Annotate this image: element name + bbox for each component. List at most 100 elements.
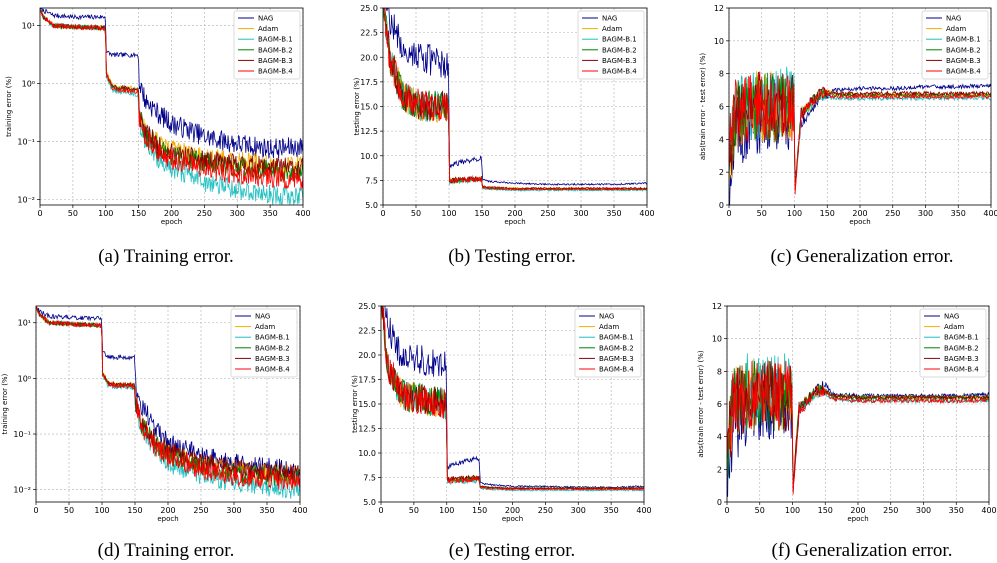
legend-box bbox=[919, 308, 987, 378]
y-tick-label: 8 bbox=[717, 367, 722, 376]
x-tick-label: 50 bbox=[64, 506, 74, 515]
legend-label: Adam bbox=[946, 25, 966, 33]
y-tick-label: 20.0 bbox=[360, 53, 378, 62]
y-tick-label: 10¹ bbox=[18, 319, 31, 328]
x-tick-label: 400 bbox=[292, 506, 307, 515]
x-tick-label: 150 bbox=[474, 209, 489, 218]
x-axis-label: epoch bbox=[849, 218, 870, 226]
x-tick-label: 250 bbox=[540, 209, 555, 218]
legend-label: NAG bbox=[599, 313, 614, 321]
y-tick-label: 10⁰ bbox=[22, 79, 35, 88]
legend-label: NAG bbox=[946, 15, 961, 23]
y-tick-label: 17.5 bbox=[360, 78, 378, 87]
series-line-BAGM-B.4 bbox=[383, 8, 647, 191]
y-tick-label: 10⁻¹ bbox=[17, 137, 35, 146]
legend: NAG Adam BAGM-B.1 BAGM-B.2 BAGM-B.3 BAGM-B.4 bbox=[577, 10, 645, 80]
x-tick-label: 150 bbox=[472, 506, 487, 515]
series-group bbox=[36, 306, 300, 499]
x-axis-label: epoch bbox=[157, 515, 178, 523]
y-tick-label: 17.5 bbox=[358, 376, 376, 385]
y-tick-label: 10⁰ bbox=[18, 374, 31, 383]
legend-label: Adam bbox=[255, 323, 275, 331]
x-tick-label: 250 bbox=[193, 506, 208, 515]
legend-label: BAGM-B.2 bbox=[602, 46, 637, 54]
legend-label: BAGM-B.3 bbox=[946, 57, 981, 65]
x-tick-label: 0 bbox=[378, 506, 383, 515]
y-tick-label: 10 bbox=[712, 335, 722, 344]
y-tick-label: 20.0 bbox=[358, 351, 376, 360]
legend-label: BAGM-B.1 bbox=[255, 334, 290, 342]
legend-label: Adam bbox=[602, 25, 622, 33]
x-tick-label: 50 bbox=[409, 506, 419, 515]
x-tick-label: 50 bbox=[757, 209, 767, 218]
legend-box bbox=[921, 10, 989, 80]
series-group bbox=[381, 306, 644, 492]
x-tick-label: 200 bbox=[507, 209, 522, 218]
x-tick-label: 50 bbox=[68, 209, 78, 218]
x-tick-label: 300 bbox=[226, 506, 241, 515]
x-tick-label: 400 bbox=[295, 209, 310, 218]
y-tick-label: 6 bbox=[719, 103, 724, 112]
legend-label: BAGM-B.4 bbox=[944, 366, 979, 374]
y-tick-label: 2 bbox=[719, 168, 724, 177]
y-tick-label: 12 bbox=[712, 302, 722, 311]
legend: NAG Adam BAGM-B.1 BAGM-B.2 BAGM-B.3 BAGM-B.4 bbox=[230, 308, 298, 378]
subfigure-caption: (d) Training error. bbox=[98, 540, 235, 561]
y-axis-label: training error (%) bbox=[1, 373, 9, 434]
y-tick-label: 25.0 bbox=[358, 302, 376, 311]
x-tick-label: 0 bbox=[37, 209, 42, 218]
x-tick-label: 200 bbox=[852, 209, 867, 218]
y-tick-label: 5.0 bbox=[365, 201, 378, 210]
y-axis-label: testing error (%) bbox=[351, 375, 359, 433]
chart-panel-0: 0 50 100 150 200 250 300 350 400 10⁻² 10⁻¹ 10⁰ 10¹ ep… bbox=[5, 7, 311, 267]
x-tick-label: 300 bbox=[230, 209, 245, 218]
y-tick-label: 10⁻² bbox=[17, 195, 35, 204]
series-line-BAGM-B.4 bbox=[36, 306, 300, 490]
legend-box bbox=[233, 10, 301, 80]
legend-label: BAGM-B.4 bbox=[599, 366, 634, 374]
y-tick-label: 22.5 bbox=[358, 327, 376, 336]
x-tick-label: 300 bbox=[916, 506, 931, 515]
legend-label: NAG bbox=[602, 15, 617, 23]
x-tick-label: 350 bbox=[603, 506, 618, 515]
x-tick-label: 300 bbox=[571, 506, 586, 515]
x-axis-label: epoch bbox=[502, 515, 523, 523]
subfigure-caption: (e) Testing error. bbox=[449, 540, 576, 561]
x-tick-label: 250 bbox=[538, 506, 553, 515]
x-tick-label: 150 bbox=[131, 209, 146, 218]
x-tick-label: 350 bbox=[951, 209, 966, 218]
legend-label: BAGM-B.4 bbox=[258, 68, 293, 76]
x-axis-label: epoch bbox=[847, 515, 868, 523]
legend-label: BAGM-B.3 bbox=[255, 355, 290, 363]
x-tick-label: 250 bbox=[885, 209, 900, 218]
y-tick-label: 15.0 bbox=[358, 400, 376, 409]
y-tick-label: 10 bbox=[714, 37, 724, 46]
legend-label: BAGM-B.4 bbox=[946, 68, 981, 76]
x-tick-label: 50 bbox=[411, 209, 421, 218]
legend-label: BAGM-B.1 bbox=[602, 36, 637, 44]
x-tick-label: 350 bbox=[259, 506, 274, 515]
x-tick-label: 250 bbox=[197, 209, 212, 218]
y-tick-label: 10⁻¹ bbox=[13, 430, 31, 439]
series-line-BAGM-B.4 bbox=[729, 72, 991, 195]
y-tick-label: 25.0 bbox=[360, 4, 378, 13]
y-tick-label: 6 bbox=[717, 400, 722, 409]
x-tick-label: 100 bbox=[439, 506, 454, 515]
x-tick-label: 300 bbox=[573, 209, 588, 218]
x-tick-label: 150 bbox=[820, 209, 835, 218]
y-axis-label: abs(train error - test error) (%) bbox=[697, 350, 705, 458]
x-tick-label: 100 bbox=[94, 506, 109, 515]
x-tick-label: 350 bbox=[606, 209, 621, 218]
x-tick-label: 0 bbox=[726, 209, 731, 218]
chart-panel-2: 0 50 100 150 200 250 300 350 400 0 2 4 6 8 10 12 epoch ab… bbox=[699, 4, 997, 267]
x-tick-label: 400 bbox=[639, 209, 654, 218]
series-line-NAG bbox=[727, 371, 989, 497]
series-group bbox=[40, 8, 303, 205]
y-tick-label: 0 bbox=[717, 498, 722, 507]
y-tick-label: 7.5 bbox=[365, 176, 378, 185]
x-tick-label: 100 bbox=[785, 506, 800, 515]
chart-panel-5: 0 50 100 150 200 250 300 350 400 0 2 4 6 8 10 12 epoch ab… bbox=[697, 302, 997, 561]
y-tick-label: 10⁻² bbox=[13, 486, 31, 495]
legend-label: BAGM-B.2 bbox=[258, 46, 293, 54]
